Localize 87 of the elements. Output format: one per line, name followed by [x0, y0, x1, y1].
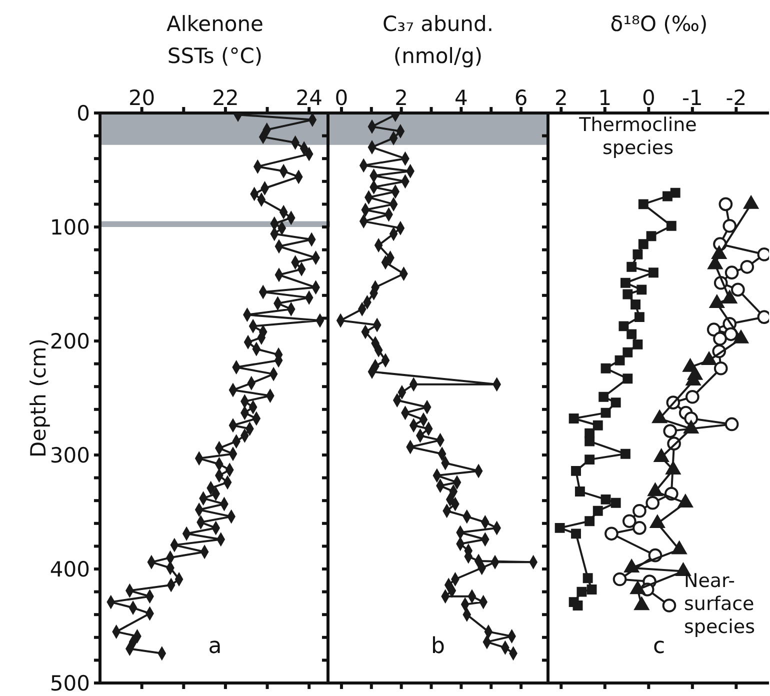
point — [757, 247, 769, 262]
point — [584, 516, 595, 526]
annotation: Near-surface species — [684, 570, 756, 639]
annotation: c — [652, 634, 666, 659]
x-tick-label: 2 — [394, 86, 408, 110]
point — [632, 339, 643, 350]
point — [622, 347, 633, 358]
x-tick-label: 24 — [296, 86, 322, 110]
point — [610, 398, 621, 408]
annotation: Thermocline species — [578, 114, 698, 160]
point — [630, 300, 640, 310]
point — [592, 506, 603, 516]
point — [724, 266, 739, 280]
point — [600, 408, 611, 418]
point — [618, 321, 629, 332]
y-tick-label: 500 — [50, 671, 90, 696]
point — [632, 521, 646, 535]
point — [634, 312, 644, 322]
annotation: a — [207, 634, 223, 659]
x-tick-label: 1 — [598, 86, 612, 110]
point — [622, 514, 636, 528]
point — [582, 573, 593, 584]
x-tick-label: 20 — [128, 86, 156, 110]
point — [592, 420, 603, 430]
point — [572, 600, 583, 610]
x-tick-label: -2 — [726, 86, 747, 110]
y-tick-label: 300 — [50, 443, 90, 468]
point — [622, 289, 633, 300]
point — [632, 249, 643, 260]
point — [713, 332, 727, 346]
x-tick-label: 22 — [212, 86, 239, 110]
y-axis-title: Depth (cm) — [26, 338, 50, 458]
point — [714, 361, 728, 376]
x-tick-label: 0 — [334, 86, 348, 110]
point — [706, 322, 721, 337]
point — [612, 572, 627, 586]
x-axis-title: Alkenone SSTs (°C) — [166, 11, 264, 70]
point — [598, 392, 609, 402]
point — [740, 260, 754, 274]
point — [638, 199, 648, 210]
point — [610, 498, 621, 508]
point — [663, 424, 678, 438]
x-tick-label: 4 — [454, 86, 468, 110]
point — [622, 374, 633, 384]
point — [584, 454, 595, 465]
point — [666, 220, 676, 231]
point — [646, 496, 660, 510]
x-tick-label: 2 — [554, 86, 568, 110]
point — [554, 522, 565, 533]
x-tick-label: 0 — [642, 86, 656, 110]
point — [620, 278, 630, 288]
point — [586, 584, 597, 594]
point — [626, 262, 637, 272]
point — [757, 310, 769, 324]
y-tick-label: 400 — [50, 557, 90, 582]
point — [614, 355, 625, 366]
x-axis-title: C₃₇ abund. (nmol/g) — [382, 11, 494, 70]
point — [724, 417, 739, 432]
point — [718, 197, 733, 212]
point — [648, 268, 658, 278]
point — [626, 329, 637, 340]
point — [576, 586, 587, 597]
point — [600, 494, 611, 504]
point — [600, 363, 611, 374]
point — [584, 436, 595, 446]
point — [638, 239, 648, 250]
x-axis-title: δ¹⁸O (‰) — [609, 11, 709, 38]
point — [636, 284, 647, 295]
point — [632, 504, 646, 518]
y-tick-label: 0 — [76, 101, 90, 126]
point — [646, 231, 656, 242]
point — [620, 448, 630, 459]
x-tick-label: 6 — [514, 86, 528, 110]
y-tick-label: 100 — [50, 215, 90, 240]
y-tick-label: 200 — [50, 329, 90, 354]
point — [568, 414, 579, 424]
point — [662, 191, 672, 202]
point — [604, 526, 618, 541]
point — [662, 598, 676, 612]
point — [722, 218, 737, 233]
x-tick-label: -1 — [682, 86, 703, 110]
point — [571, 528, 581, 539]
point — [571, 466, 581, 476]
point — [686, 390, 700, 404]
point — [731, 282, 745, 297]
annotation: b — [430, 634, 446, 659]
point — [574, 486, 585, 496]
